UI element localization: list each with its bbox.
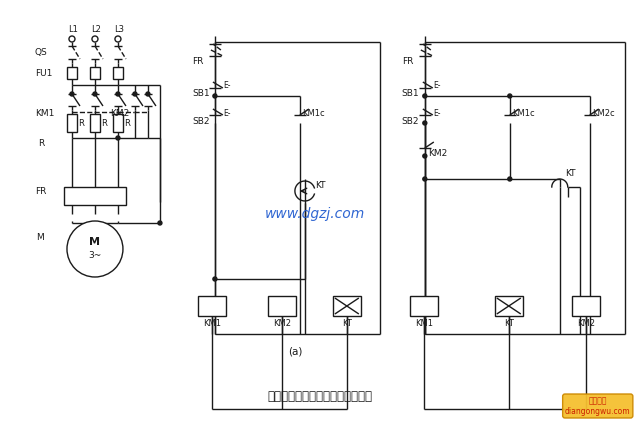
Text: KM2: KM2 bbox=[577, 320, 595, 329]
Circle shape bbox=[158, 221, 162, 225]
Text: M: M bbox=[90, 237, 100, 247]
Text: KM1: KM1 bbox=[35, 109, 54, 118]
Circle shape bbox=[70, 92, 74, 96]
Text: E-: E- bbox=[223, 81, 230, 90]
Bar bbox=[90, 67, 100, 79]
Circle shape bbox=[213, 94, 217, 98]
Text: SB2: SB2 bbox=[402, 117, 419, 126]
Text: QS: QS bbox=[35, 47, 48, 56]
Text: E-: E- bbox=[223, 109, 230, 117]
Text: R: R bbox=[101, 118, 107, 128]
Bar bbox=[410, 296, 438, 316]
Text: E-: E- bbox=[433, 81, 440, 90]
Circle shape bbox=[133, 92, 137, 96]
Text: KM1: KM1 bbox=[203, 320, 221, 329]
Circle shape bbox=[508, 94, 512, 98]
Text: KM2: KM2 bbox=[428, 150, 447, 159]
Text: FR: FR bbox=[35, 187, 46, 195]
Text: SB2: SB2 bbox=[192, 117, 209, 126]
Text: 定子电路串电阔降压启动控制线路: 定子电路串电阔降压启动控制线路 bbox=[268, 390, 372, 402]
Text: R: R bbox=[124, 118, 130, 128]
Text: KT: KT bbox=[342, 320, 352, 329]
Bar bbox=[572, 296, 600, 316]
Text: 电工之屋
diangongwu.com: 电工之屋 diangongwu.com bbox=[565, 396, 630, 416]
Bar bbox=[198, 296, 226, 316]
Circle shape bbox=[423, 121, 427, 125]
Circle shape bbox=[508, 177, 512, 181]
Circle shape bbox=[116, 92, 120, 96]
Text: KM1: KM1 bbox=[415, 320, 433, 329]
Text: KM2: KM2 bbox=[110, 109, 129, 118]
Circle shape bbox=[69, 36, 75, 42]
Circle shape bbox=[67, 221, 123, 277]
Text: KM2: KM2 bbox=[273, 320, 291, 329]
Text: KT: KT bbox=[564, 170, 575, 179]
Text: www.dgzj.com: www.dgzj.com bbox=[265, 207, 365, 221]
Text: KT: KT bbox=[315, 181, 325, 190]
Text: SB1: SB1 bbox=[402, 89, 419, 98]
Text: 3~: 3~ bbox=[88, 251, 102, 260]
Circle shape bbox=[93, 92, 97, 96]
Text: L1: L1 bbox=[68, 25, 78, 33]
Circle shape bbox=[92, 36, 98, 42]
Text: L3: L3 bbox=[114, 25, 124, 33]
Text: L2: L2 bbox=[91, 25, 101, 33]
Text: KM1c: KM1c bbox=[512, 109, 534, 117]
Bar bbox=[64, 187, 126, 205]
Text: SB1: SB1 bbox=[192, 89, 209, 98]
Circle shape bbox=[116, 136, 120, 140]
Bar bbox=[67, 114, 77, 132]
Text: R: R bbox=[38, 139, 44, 148]
Circle shape bbox=[146, 92, 150, 96]
Circle shape bbox=[213, 277, 217, 281]
Bar bbox=[495, 296, 523, 316]
Circle shape bbox=[115, 36, 121, 42]
Text: M: M bbox=[36, 232, 44, 242]
Text: KT: KT bbox=[504, 320, 514, 329]
Bar bbox=[67, 67, 77, 79]
Text: E-: E- bbox=[433, 109, 440, 117]
Circle shape bbox=[423, 154, 427, 158]
Bar bbox=[113, 114, 123, 132]
Text: FU1: FU1 bbox=[35, 70, 52, 78]
Circle shape bbox=[423, 94, 427, 98]
Text: (a): (a) bbox=[288, 347, 302, 357]
Text: KM1c: KM1c bbox=[302, 109, 324, 117]
Bar bbox=[333, 296, 361, 316]
Text: FR: FR bbox=[192, 58, 204, 67]
Text: R: R bbox=[78, 118, 84, 128]
Text: KM2c: KM2c bbox=[592, 109, 614, 117]
Bar bbox=[90, 114, 100, 132]
Text: FR: FR bbox=[402, 58, 413, 67]
Bar bbox=[113, 67, 123, 79]
Bar bbox=[268, 296, 296, 316]
Circle shape bbox=[423, 177, 427, 181]
